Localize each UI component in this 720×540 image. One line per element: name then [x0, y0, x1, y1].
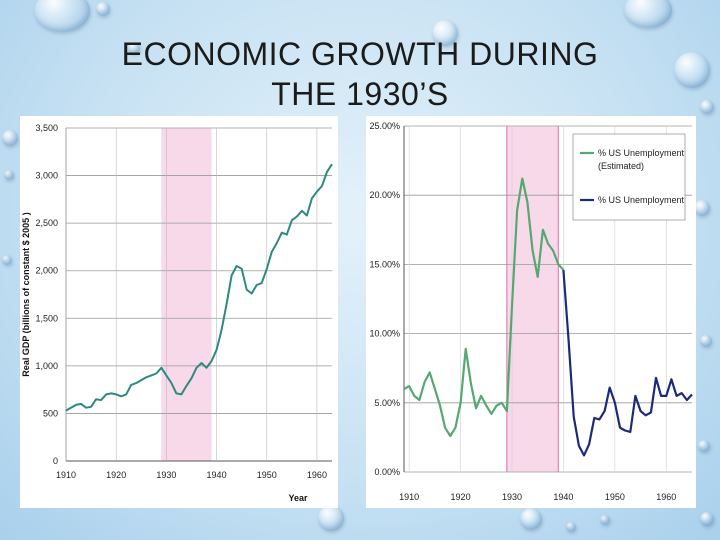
x-tick-label: 1930 — [502, 492, 522, 502]
water-droplet — [520, 508, 542, 530]
gdp-series-line — [65, 163, 333, 412]
water-droplet — [694, 200, 710, 216]
water-droplet — [432, 20, 458, 46]
y-tick-label: 20.00% — [369, 190, 400, 200]
legend-entry-label: % US Unemployment — [598, 195, 685, 205]
y-tick-label: 2,000 — [35, 266, 58, 276]
x-tick-label: 1930 — [156, 470, 176, 480]
y-tick-label: 10.00% — [369, 329, 400, 339]
unemployment-chart-panel: 0.00% 5.00% 10.00% 15.00% 20.00% 25.00% 1910 19… — [366, 116, 696, 508]
slide-title: ECONOMIC GROWTH DURING THE 1930’S — [60, 34, 660, 114]
y-tick-label: 1,500 — [35, 313, 58, 323]
water-droplet — [96, 2, 110, 16]
water-droplet — [128, 42, 140, 54]
water-droplet — [318, 505, 344, 531]
y-tick-label: 3,500 — [35, 123, 58, 133]
x-tick-label: 1910 — [56, 470, 76, 480]
x-tick-label: 1940 — [553, 492, 573, 502]
legend-box — [572, 133, 686, 221]
unemployment-series-line-2 — [562, 269, 693, 457]
water-droplet — [700, 100, 714, 114]
y-tick-label: 2,500 — [35, 218, 58, 228]
gdp-chart: 0 500 1,000 1,500 2,000 2,500 3,000 3,500 1910 19… — [21, 123, 333, 503]
gdp-chart-panel: 0 500 1,000 1,500 2,000 2,500 3,000 3,500 1910 19… — [20, 116, 338, 508]
x-tick-label: 1960 — [307, 470, 327, 480]
depression-highlight — [506, 126, 559, 472]
water-droplet — [674, 52, 710, 88]
y-tick-label: 500 — [43, 408, 58, 418]
depression-highlight — [161, 128, 212, 461]
x-tick-label: 1910 — [399, 492, 419, 502]
water-droplet — [2, 255, 12, 265]
x-tick-label: 1920 — [106, 470, 126, 480]
x-tick-label: 1960 — [656, 492, 676, 502]
x-tick-label: 1950 — [605, 492, 625, 502]
x-tick-label: 1920 — [451, 492, 471, 502]
y-axis-label: Real GDP (billions of constant $ 2005 ) — [21, 212, 31, 376]
water-droplet — [2, 130, 18, 146]
unemployment-chart: 0.00% 5.00% 10.00% 15.00% 20.00% 25.00% 1910 19… — [369, 121, 693, 502]
y-tick-label: 5.00% — [374, 398, 400, 408]
water-droplet — [566, 522, 576, 532]
y-tick-label: 15.00% — [369, 259, 400, 269]
water-droplet — [34, 0, 90, 32]
water-droplet — [700, 512, 714, 526]
y-tick-label: 3,000 — [35, 171, 58, 181]
water-droplet — [600, 515, 610, 525]
x-tick-label: 1940 — [207, 470, 227, 480]
water-droplet — [624, 0, 672, 28]
title-line-1: ECONOMIC GROWTH DURING — [121, 36, 599, 72]
legend-entry-label: % US Unemployment (Estimated) — [598, 148, 685, 171]
y-tick-label: 25.00% — [369, 121, 400, 131]
water-droplet — [698, 440, 710, 452]
x-axis-label: Year — [288, 493, 308, 503]
x-tick-label: 1950 — [257, 470, 277, 480]
y-tick-label: 0 — [53, 456, 58, 466]
y-tick-label: 0.00% — [374, 467, 400, 477]
water-droplet — [4, 170, 14, 180]
title-line-2: THE 1930’S — [271, 76, 449, 112]
y-tick-label: 1,000 — [35, 361, 58, 371]
water-droplet — [700, 335, 712, 347]
unemployment-series-line-1 — [403, 177, 565, 438]
